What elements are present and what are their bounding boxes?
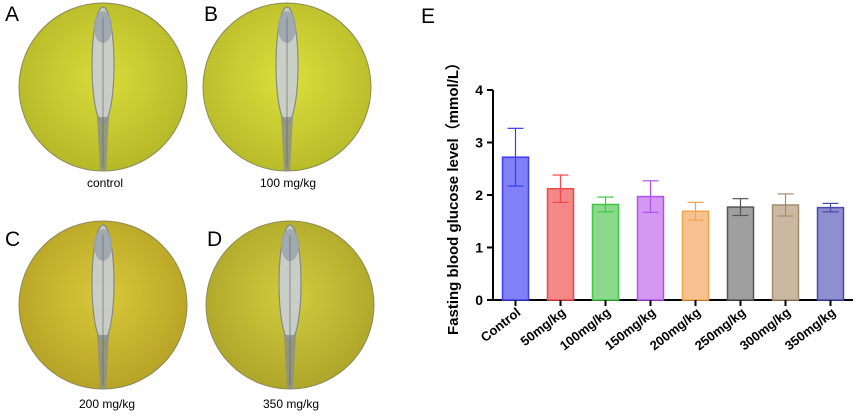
panel-label-a: A	[5, 3, 20, 26]
zebrafish-shape	[91, 6, 115, 171]
y-tick-label: 1	[475, 240, 483, 256]
panel-label-c: C	[5, 228, 21, 251]
zebrafish-shape	[278, 224, 302, 389]
fish-photo	[205, 220, 375, 390]
bar	[681, 210, 710, 301]
panel-caption: 100 mg/kg	[259, 176, 317, 190]
zebrafish-shape	[91, 224, 115, 389]
y-tick-label: 0	[475, 292, 483, 308]
y-tick-label: 3	[475, 135, 483, 151]
fish-photo	[18, 2, 188, 172]
fish-photo	[18, 220, 188, 390]
y-axis-label: Fasting blood glucose level（mmol/L）	[444, 55, 462, 335]
panel-label-d: D	[207, 228, 223, 251]
zebrafish-shape	[275, 6, 299, 171]
panel-caption: control	[86, 176, 124, 190]
panel-label-b: B	[204, 3, 219, 26]
x-tick-label: 350mg/kg	[782, 305, 839, 354]
bar	[591, 203, 620, 301]
panel-label-e: E	[421, 5, 436, 28]
bar	[546, 187, 575, 301]
x-tick-label: Control	[478, 305, 524, 345]
bar	[816, 206, 845, 301]
panel-caption: 350 mg/kg	[262, 397, 320, 411]
fish-photo	[202, 2, 372, 172]
panel-caption: 200 mg/kg	[78, 397, 136, 411]
bar	[726, 206, 755, 301]
bar	[771, 204, 800, 301]
y-tick-label: 2	[475, 187, 483, 203]
y-tick-label: 4	[475, 82, 483, 98]
